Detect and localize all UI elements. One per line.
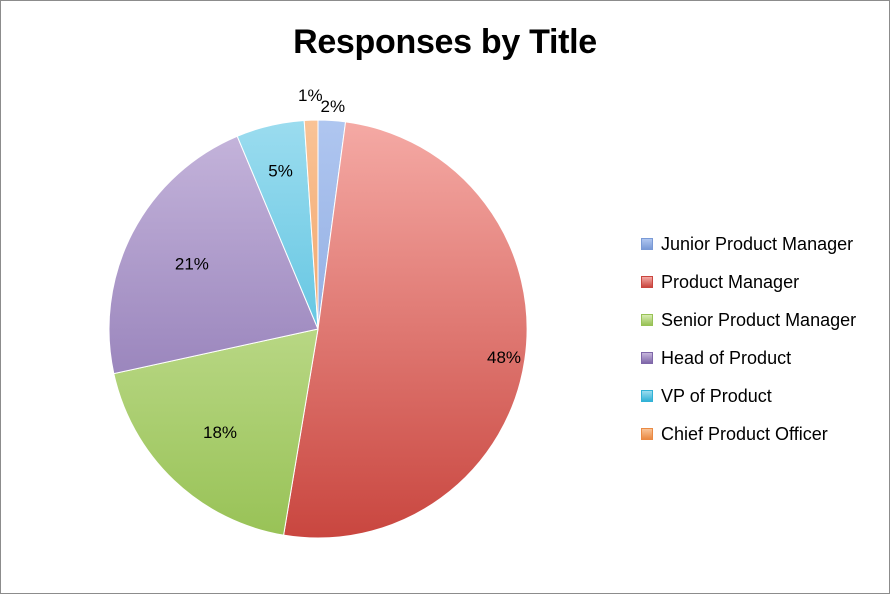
legend-item-senior-product-manager: Senior Product Manager — [641, 301, 856, 339]
legend-item-vp-of-product: VP of Product — [641, 377, 856, 415]
legend-label-junior-product-manager: Junior Product Manager — [661, 233, 854, 254]
legend-swatch-chief-product-officer — [641, 428, 653, 440]
data-label-product-manager: 48% — [487, 348, 521, 367]
legend-swatch-vp-of-product — [641, 390, 653, 402]
chart-title: Responses by Title — [293, 23, 597, 61]
pie-slices — [108, 119, 528, 539]
pie-slice-chief-product-officer — [303, 119, 319, 330]
legend-item-chief-product-officer: Chief Product Officer — [641, 415, 856, 453]
legend-item-head-of-product: Head of Product — [641, 339, 856, 377]
legend-item-junior-product-manager: Junior Product Manager — [641, 225, 856, 263]
legend-swatch-product-manager — [641, 276, 653, 288]
pie-slice-product-manager — [283, 121, 528, 539]
data-label-junior-product-manager: 2% — [321, 97, 346, 116]
legend-label-vp-of-product: VP of Product — [661, 385, 772, 406]
legend-label-chief-product-officer: Chief Product Officer — [661, 423, 828, 444]
legend-swatch-junior-product-manager — [641, 238, 653, 250]
legend-swatch-head-of-product — [641, 352, 653, 364]
data-label-head-of-product: 21% — [175, 254, 209, 273]
legend-label-senior-product-manager: Senior Product Manager — [661, 309, 857, 330]
pie-data-labels: 2% 48% 18% 21% 5% 1% — [175, 86, 521, 442]
legend-swatch-senior-product-manager — [641, 314, 653, 326]
chart-legend: Junior Product Manager Product Manager Sen… — [641, 225, 856, 453]
pie-slice-senior-product-manager — [113, 328, 319, 536]
legend-label-product-manager: Product Manager — [661, 271, 800, 292]
data-label-vp-of-product: 5% — [268, 161, 293, 180]
pie-slice-head-of-product — [108, 135, 319, 375]
legend-label-head-of-product: Head of Product — [661, 347, 792, 368]
legend-item-product-manager: Product Manager — [641, 263, 856, 301]
data-label-senior-product-manager: 18% — [203, 423, 237, 442]
data-label-chief-product-officer: 1% — [298, 86, 323, 105]
